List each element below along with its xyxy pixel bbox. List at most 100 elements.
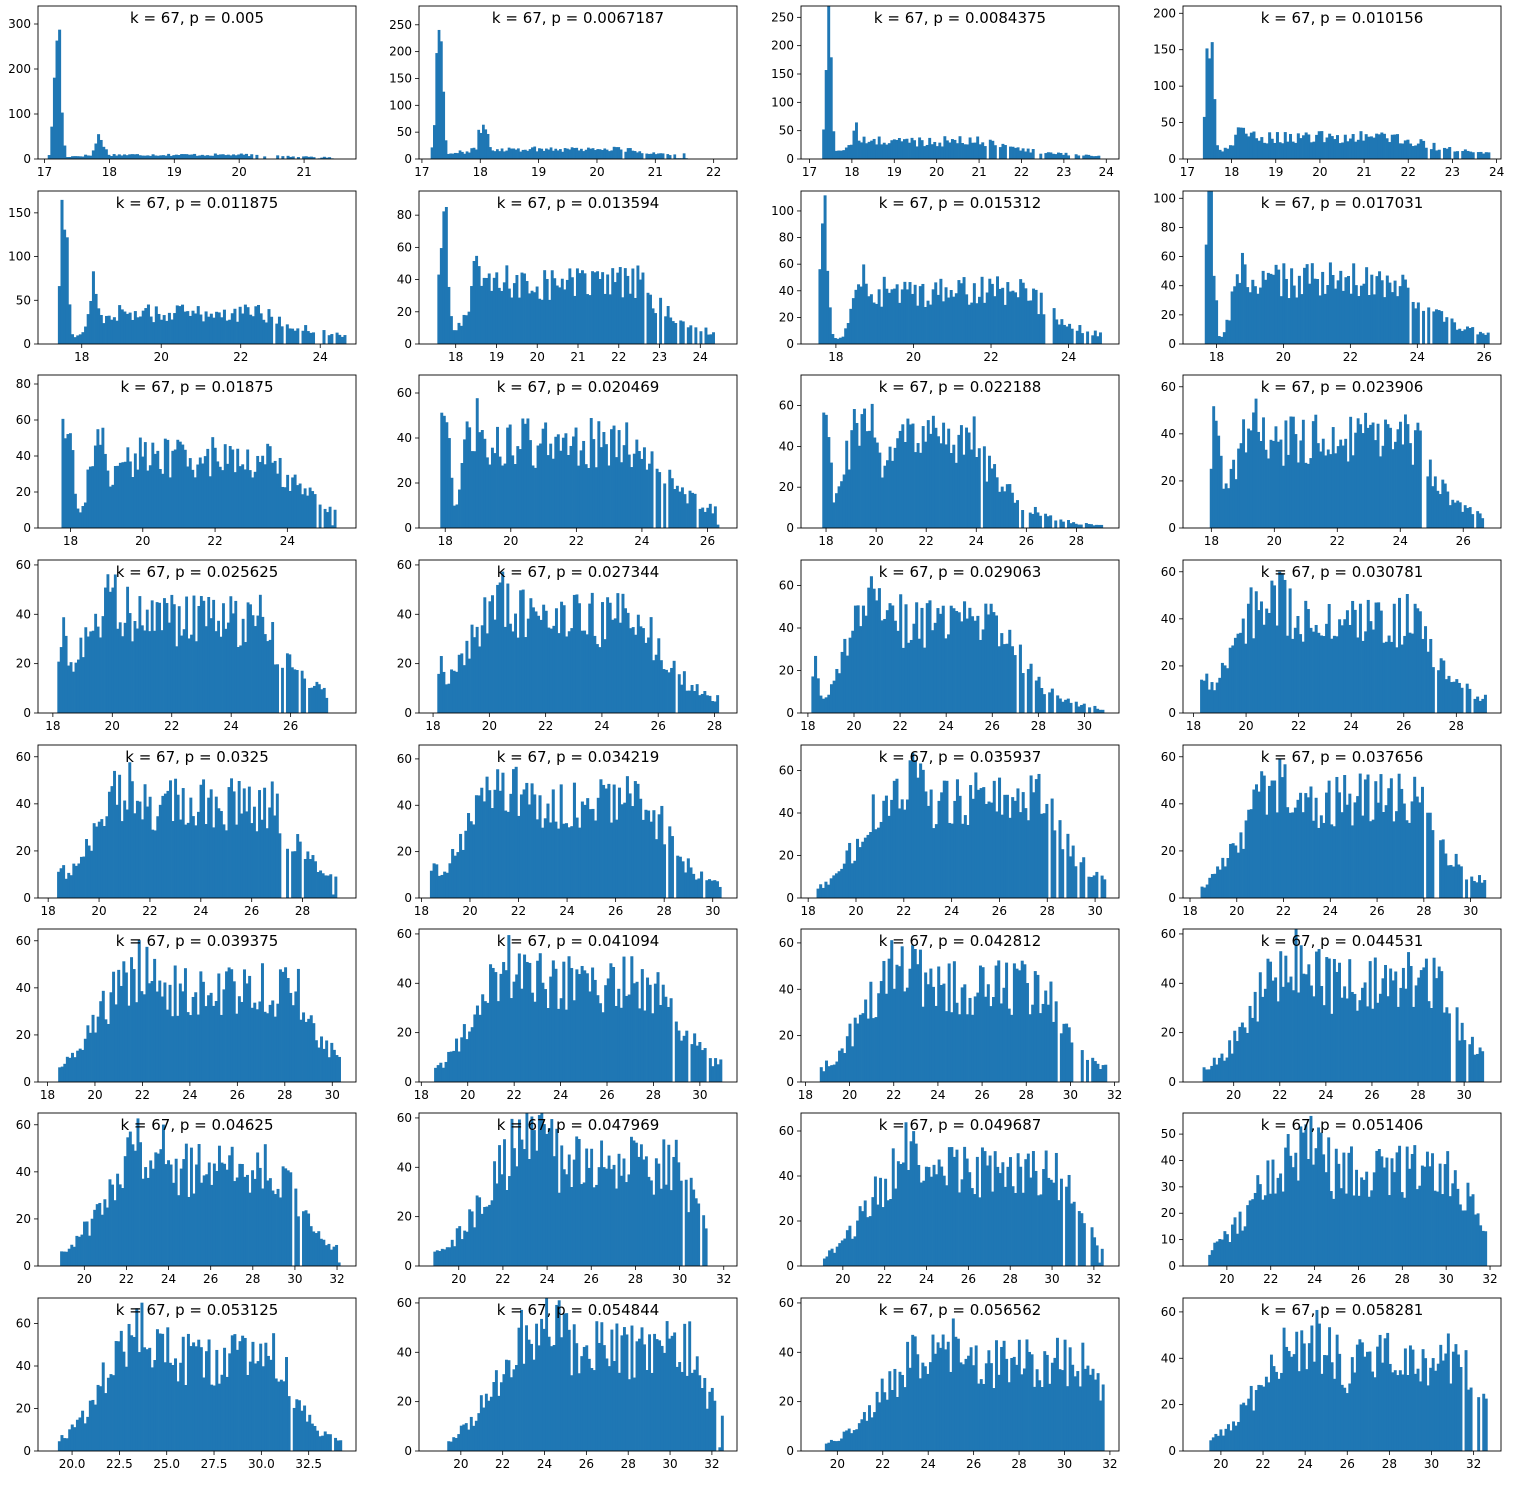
histogram-bar: [1034, 289, 1038, 344]
y-tick-label: 0: [404, 521, 412, 535]
histogram-bar: [516, 637, 520, 713]
histogram-bar: [203, 155, 207, 159]
histogram-bar: [713, 880, 717, 898]
histogram-bar: [60, 1251, 64, 1266]
histogram-bar: [1234, 1425, 1238, 1451]
histogram-bar: [507, 1360, 511, 1451]
histogram-bar: [1381, 978, 1385, 1082]
histogram-bar: [135, 1002, 139, 1082]
histogram-bar: [1424, 147, 1428, 159]
histogram-bar: [905, 987, 909, 1082]
histogram-bar: [1426, 476, 1430, 528]
histogram-bar: [659, 660, 663, 713]
histogram-bar: [217, 973, 221, 1082]
histogram-bar: [875, 600, 879, 713]
x-tick-label: 26: [1396, 719, 1411, 733]
histogram-bar: [641, 628, 645, 713]
histogram-bar: [632, 983, 636, 1082]
histogram-bar: [1287, 298, 1291, 344]
histogram-bar: [1058, 820, 1062, 898]
x-tick-label: 22: [886, 1088, 901, 1102]
histogram-bar: [99, 1001, 103, 1082]
histogram-bar: [1358, 1339, 1362, 1451]
histogram-bar: [1384, 641, 1388, 713]
histogram-bar: [1045, 803, 1049, 898]
histogram-bar: [1452, 866, 1456, 898]
histogram-bar: [1031, 149, 1035, 159]
histogram-bar: [512, 769, 516, 898]
histogram-bar: [1476, 1053, 1480, 1082]
histogram-bar: [122, 1351, 126, 1451]
histogram-bar: [919, 1182, 923, 1266]
panel-title: k = 67, p = 0.044531: [1261, 932, 1424, 950]
y-tick-label: 50: [397, 125, 412, 139]
histogram-bar: [1304, 132, 1308, 159]
histogram-bar: [187, 638, 191, 713]
histogram-bar: [1252, 131, 1256, 159]
histogram-bar: [1460, 687, 1464, 713]
histogram-bar: [876, 1204, 880, 1266]
histogram-bar: [668, 826, 672, 898]
histogram-bar: [322, 1239, 326, 1266]
histogram-bar: [490, 808, 494, 898]
histogram-bar: [1038, 1380, 1042, 1451]
histogram-bar: [926, 984, 930, 1082]
histogram-bar: [914, 452, 918, 528]
histogram-bar: [1415, 1189, 1419, 1266]
histogram-bar: [1328, 133, 1332, 159]
histogram-bar: [103, 1199, 107, 1266]
histogram-bar: [1020, 1374, 1024, 1451]
histogram-bar: [1043, 1351, 1047, 1451]
y-tick-label: 0: [786, 1259, 794, 1273]
histogram-bar: [1476, 696, 1480, 713]
histogram-bar: [1242, 848, 1246, 898]
histogram-bar: [1424, 1358, 1428, 1451]
histogram-bar: [827, 1066, 831, 1082]
histogram-bar: [628, 793, 632, 898]
histogram-bar: [947, 1147, 951, 1266]
histogram-bar: [261, 455, 265, 528]
histogram-bar: [330, 334, 334, 344]
histogram-bar: [89, 155, 93, 159]
histogram-bar: [1217, 336, 1221, 344]
histogram-bar: [1440, 971, 1444, 1082]
histogram-bar: [635, 1142, 638, 1266]
histogram-bar: [523, 954, 527, 1082]
histogram-bar: [690, 1372, 694, 1451]
x-tick-label: 26: [244, 904, 259, 918]
histogram-bar: [968, 1172, 972, 1266]
histogram-bar: [1401, 967, 1405, 1082]
histogram-bar: [1251, 279, 1255, 344]
histogram-bar: [266, 1355, 270, 1451]
histogram-bar: [1266, 1160, 1270, 1266]
histogram-bar: [149, 1160, 153, 1266]
histogram-bar: [238, 466, 242, 528]
histogram-bar: [858, 1206, 862, 1266]
histogram-bar: [617, 147, 621, 159]
histogram-bar: [131, 641, 134, 713]
histogram-bar: [615, 147, 618, 159]
histogram-bar: [657, 814, 661, 898]
histogram-bar: [284, 967, 288, 1082]
histogram-bar: [567, 1154, 571, 1266]
histogram-bar: [677, 674, 681, 713]
y-tick-label: 40: [1161, 1153, 1176, 1167]
y-tick-label: 150: [389, 71, 412, 85]
histogram-bar: [575, 817, 579, 898]
histogram-bar: [459, 1425, 463, 1451]
histogram-bar: [878, 452, 882, 528]
histogram-bar: [498, 151, 502, 159]
histogram-bar: [913, 760, 917, 898]
histogram-bar: [666, 1006, 670, 1082]
histogram-bar: [137, 1352, 141, 1451]
histogram-bar: [863, 837, 867, 898]
histogram-bar: [325, 697, 329, 713]
histogram-bar: [1292, 285, 1296, 344]
histogram-bar: [288, 490, 292, 528]
histogram-bar: [1334, 288, 1338, 344]
histogram-bar: [541, 982, 545, 1082]
histogram-bar: [829, 57, 833, 159]
histogram-bar: [1031, 513, 1035, 528]
histogram-bar: [73, 156, 77, 159]
histogram-bar: [525, 1325, 528, 1451]
